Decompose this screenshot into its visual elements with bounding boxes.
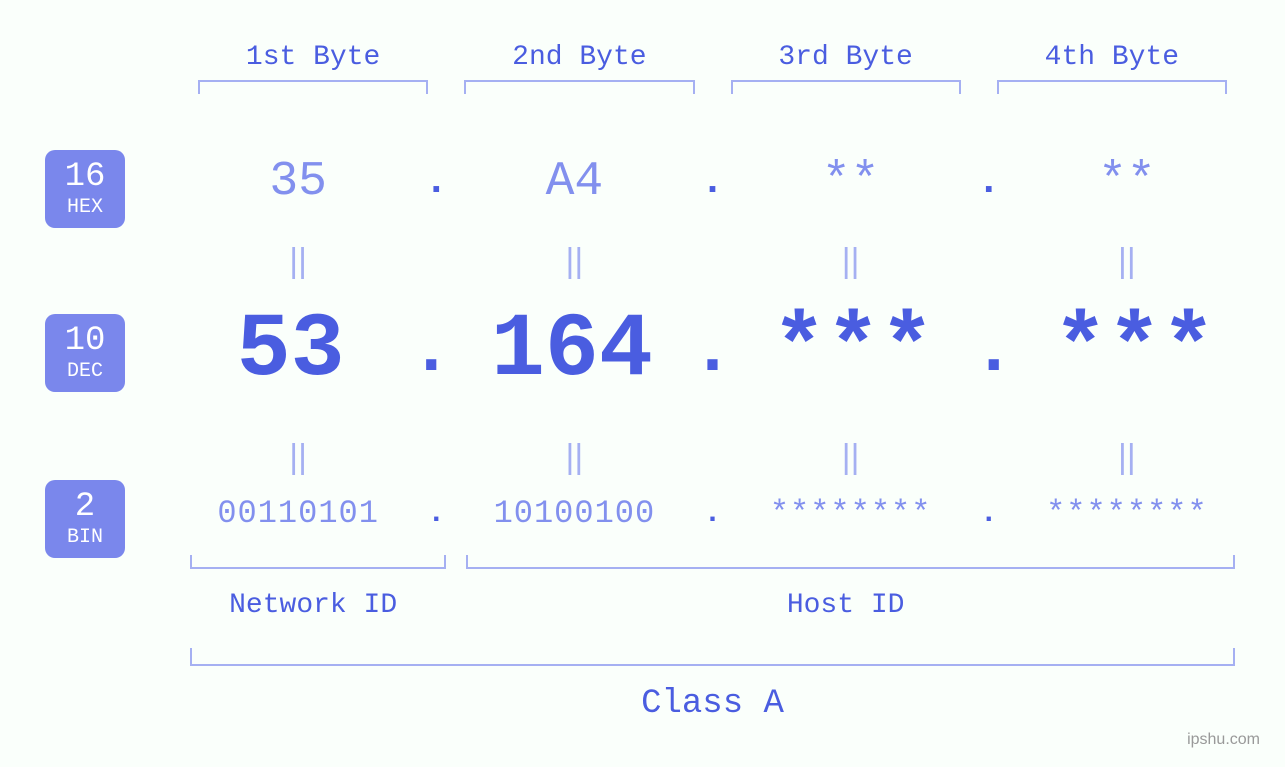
- equals-icon: ||: [180, 438, 416, 477]
- bracket-icon: [190, 555, 446, 569]
- bin-byte-2: 10100100: [456, 495, 692, 532]
- class-label: Class A: [180, 685, 1245, 723]
- bracket-icon: [464, 80, 694, 94]
- host-id-label: Host ID: [446, 590, 1245, 621]
- equals-icon: ||: [456, 242, 692, 281]
- byte-header-3: 3rd Byte: [713, 42, 979, 73]
- bin-byte-1: 00110101: [180, 495, 416, 532]
- bin-row: 00110101 . 10100100 . ******** . *******…: [180, 495, 1245, 532]
- dot-separator: .: [683, 310, 743, 392]
- dot-separator: .: [693, 497, 733, 531]
- hex-byte-2: A4: [456, 155, 692, 209]
- dec-byte-2: 164: [461, 300, 682, 402]
- bin-base: 2: [75, 489, 95, 526]
- network-id-label: Network ID: [180, 590, 446, 621]
- byte-header-2: 2nd Byte: [446, 42, 712, 73]
- hex-row: 35 . A4 . ** . **: [180, 155, 1245, 209]
- dec-label: DEC: [67, 361, 103, 383]
- equals-icon: ||: [456, 438, 692, 477]
- bracket-icon: [198, 80, 428, 94]
- equals-icon: ||: [1009, 438, 1245, 477]
- hex-base: 16: [65, 159, 106, 196]
- top-byte-brackets: [180, 80, 1245, 100]
- hex-byte-3: **: [733, 155, 969, 209]
- hex-badge: 16 HEX: [45, 150, 125, 228]
- equals-icon: ||: [733, 438, 969, 477]
- byte-headers: 1st Byte 2nd Byte 3rd Byte 4th Byte: [180, 42, 1245, 73]
- id-brackets: [180, 555, 1245, 573]
- byte-header-1: 1st Byte: [180, 42, 446, 73]
- bracket-icon: [997, 80, 1227, 94]
- dec-byte-1: 53: [180, 300, 401, 402]
- equals-row-2: || || || ||: [180, 438, 1245, 477]
- dot-separator: .: [969, 497, 1009, 531]
- bin-byte-3: ********: [733, 495, 969, 532]
- dec-byte-3: ***: [743, 300, 964, 402]
- id-labels: Network ID Host ID: [180, 590, 1245, 621]
- byte-header-4: 4th Byte: [979, 42, 1245, 73]
- dot-separator: .: [964, 310, 1024, 392]
- hex-label: HEX: [67, 197, 103, 219]
- bin-badge: 2 BIN: [45, 480, 125, 558]
- equals-icon: ||: [180, 242, 416, 281]
- dec-byte-4: ***: [1024, 300, 1245, 402]
- hex-byte-4: **: [1009, 155, 1245, 209]
- dot-separator: .: [416, 497, 456, 531]
- bracket-icon: [731, 80, 961, 94]
- equals-row-1: || || || ||: [180, 242, 1245, 281]
- bin-byte-4: ********: [1009, 495, 1245, 532]
- bracket-icon: [466, 555, 1235, 569]
- equals-icon: ||: [1009, 242, 1245, 281]
- hex-byte-1: 35: [180, 155, 416, 209]
- dot-separator: .: [401, 310, 461, 392]
- dot-separator: .: [416, 160, 456, 205]
- dec-base: 10: [65, 323, 106, 360]
- dot-separator: .: [969, 160, 1009, 205]
- equals-icon: ||: [733, 242, 969, 281]
- watermark: ipshu.com: [1187, 731, 1260, 749]
- dec-row: 53 . 164 . *** . ***: [180, 300, 1245, 402]
- class-bracket: [190, 648, 1235, 666]
- bin-label: BIN: [67, 527, 103, 549]
- dec-badge: 10 DEC: [45, 314, 125, 392]
- dot-separator: .: [693, 160, 733, 205]
